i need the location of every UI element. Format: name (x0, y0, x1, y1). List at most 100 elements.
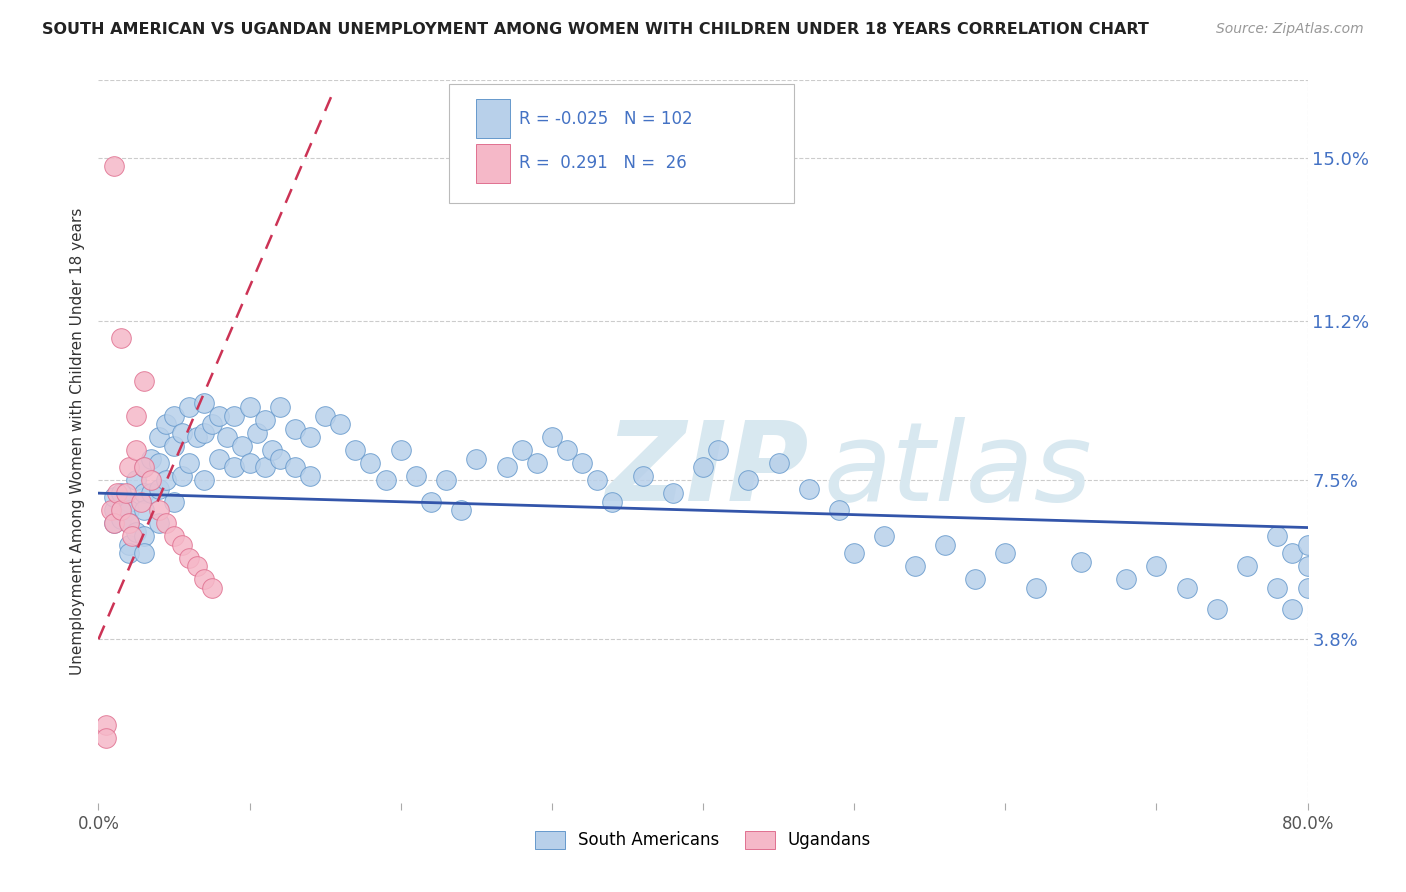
Point (179, 456, 201, 470)
Point (132, 375, 155, 389)
Point (389, 443, 412, 458)
FancyBboxPatch shape (449, 84, 793, 203)
Point (1115, 572, 1137, 586)
Point (201, 417, 224, 432)
Point (125, 473, 148, 487)
Point (129, 494, 152, 508)
Point (132, 460, 155, 475)
Point (148, 430, 170, 444)
Point (1267, 581, 1289, 595)
Point (707, 443, 730, 458)
Point (118, 516, 141, 531)
Point (179, 400, 201, 414)
Point (450, 503, 472, 517)
Point (284, 460, 307, 475)
Point (141, 451, 163, 466)
Text: atlas: atlas (824, 417, 1092, 524)
Point (114, 486, 136, 500)
Point (904, 559, 927, 574)
Point (405, 469, 427, 483)
Point (465, 451, 488, 466)
Point (118, 460, 141, 475)
Point (208, 451, 231, 466)
Point (118, 494, 141, 508)
Point (1175, 581, 1198, 595)
Point (103, 516, 125, 531)
FancyBboxPatch shape (475, 99, 509, 138)
Point (540, 430, 562, 444)
Point (1206, 602, 1229, 616)
Point (231, 439, 253, 453)
Point (246, 425, 269, 440)
Point (118, 503, 141, 517)
Point (186, 559, 208, 574)
Point (110, 503, 132, 517)
Point (103, 516, 125, 531)
Point (215, 430, 238, 444)
Point (132, 460, 155, 475)
Point (299, 430, 322, 444)
Point (163, 409, 186, 423)
Point (155, 516, 177, 531)
Point (193, 572, 215, 586)
Point (208, 409, 231, 423)
Point (1024, 581, 1046, 595)
Point (1296, 559, 1319, 574)
Point (224, 409, 246, 423)
Point (262, 443, 284, 458)
Point (661, 486, 683, 500)
Text: Source: ZipAtlas.com: Source: ZipAtlas.com (1216, 22, 1364, 37)
Point (170, 425, 193, 440)
Legend: South Americans, Ugandans: South Americans, Ugandans (529, 824, 877, 856)
Point (510, 443, 533, 458)
Text: R =  0.291   N =  26: R = 0.291 N = 26 (519, 154, 688, 172)
Point (179, 550, 201, 565)
Point (170, 538, 193, 552)
Point (360, 456, 382, 470)
Point (148, 482, 170, 496)
Point (495, 460, 517, 475)
Point (193, 473, 215, 487)
Point (163, 439, 186, 453)
Point (103, 503, 125, 517)
Point (110, 331, 132, 345)
Point (555, 443, 578, 458)
Point (118, 538, 141, 552)
Point (269, 451, 291, 466)
Point (193, 425, 215, 440)
Point (103, 491, 125, 505)
Point (132, 486, 155, 500)
Point (526, 456, 548, 470)
Y-axis label: Unemployment Among Women with Children Under 18 years: Unemployment Among Women with Children U… (70, 208, 86, 675)
Point (163, 529, 186, 543)
Point (148, 456, 170, 470)
Point (193, 396, 215, 410)
Point (148, 503, 170, 517)
Point (737, 473, 759, 487)
Point (269, 400, 291, 414)
Point (934, 538, 956, 552)
Point (110, 486, 132, 500)
Point (828, 503, 851, 517)
Point (1236, 559, 1258, 574)
Point (797, 482, 820, 496)
Text: SOUTH AMERICAN VS UGANDAN UNEMPLOYMENT AMONG WOMEN WITH CHILDREN UNDER 18 YEARS : SOUTH AMERICAN VS UGANDAN UNEMPLOYMENT A… (42, 22, 1149, 37)
Point (253, 460, 276, 475)
Point (844, 546, 866, 560)
Point (873, 529, 896, 543)
Point (94, 718, 117, 732)
Point (105, 486, 128, 500)
Text: ZIP: ZIP (606, 417, 810, 524)
Point (1144, 559, 1167, 574)
Point (148, 516, 170, 531)
Point (1281, 546, 1303, 560)
Point (141, 473, 163, 487)
Point (110, 512, 132, 526)
Point (118, 516, 141, 531)
Point (132, 546, 155, 560)
Point (768, 456, 790, 470)
Point (201, 581, 224, 595)
Point (965, 572, 987, 586)
Point (125, 443, 148, 458)
Point (692, 460, 714, 475)
